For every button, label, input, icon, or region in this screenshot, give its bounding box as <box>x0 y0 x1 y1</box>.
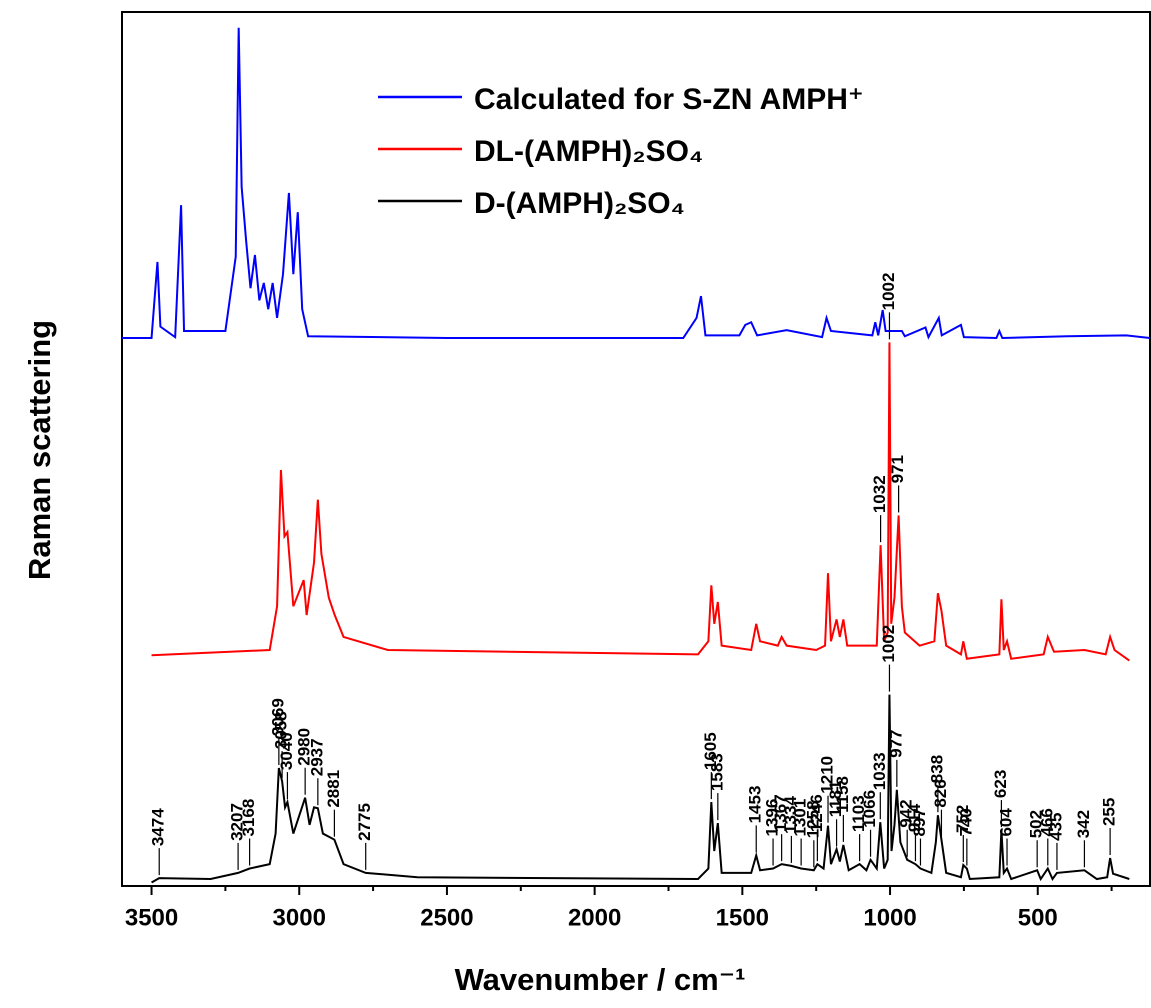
peak-label: 1367 <box>771 794 790 832</box>
spectrum-line <box>122 27 1151 340</box>
peak-label: 752 <box>953 805 972 833</box>
peak-label: 1002 <box>879 625 898 663</box>
peak-label: 3040 <box>277 732 296 770</box>
peak-label: 942 <box>897 799 916 827</box>
peak-label: 342 <box>1074 810 1093 838</box>
x-tick-label: 1500 <box>716 904 769 931</box>
x-tick-label: 1000 <box>863 904 916 931</box>
peak-label: 1066 <box>860 790 879 828</box>
peak-label: 1301 <box>791 799 810 837</box>
spectrum-line <box>151 694 1130 884</box>
peak-label: 1032 <box>870 475 889 513</box>
legend-label: DL-(AMPH)₂SO₄ <box>474 135 703 168</box>
peak-label: 604 <box>997 808 1016 837</box>
x-tick-label: 3000 <box>273 904 326 931</box>
peak-label: 3058 <box>272 711 291 749</box>
peak-label: 838 <box>927 755 946 783</box>
peak-label: 897 <box>910 808 929 836</box>
legend-label: D-(AMPH)₂SO₄ <box>474 187 685 220</box>
peak-label: 1002 <box>879 273 898 311</box>
peak-label: 1210 <box>817 756 836 794</box>
peak-label: 435 <box>1046 813 1065 841</box>
peak-label: 255 <box>1100 798 1119 826</box>
peak-label: 1605 <box>701 732 720 770</box>
peak-label: 502 <box>1027 810 1046 838</box>
x-tick-label: 500 <box>1018 904 1058 931</box>
peak-label: 1246 <box>807 794 826 832</box>
peak-label: 1158 <box>833 776 852 813</box>
peak-label: 3168 <box>239 799 258 837</box>
legend-label: Calculated for S-ZN AMPH⁺ <box>474 83 864 116</box>
x-axis-label: Wavenumber / cm⁻¹ <box>455 962 746 997</box>
peak-label: 3069 <box>268 698 287 736</box>
peak-label: 2775 <box>355 803 374 841</box>
y-axis-label: Raman scattering <box>22 320 57 580</box>
peak-label: 1033 <box>870 752 889 790</box>
peak-label: 1103 <box>849 795 868 832</box>
peak-label: 2937 <box>307 738 326 776</box>
x-tick-label: 3500 <box>125 904 178 931</box>
x-tick-label: 2000 <box>568 904 621 931</box>
peak-label: 1583 <box>707 753 726 791</box>
peak-label: 826 <box>931 779 950 807</box>
peak-label: 740 <box>956 808 975 836</box>
peak-label: 971 <box>888 455 907 483</box>
spectrum-line <box>151 342 1130 662</box>
plot-frame <box>121 11 1151 887</box>
x-tick-label: 2500 <box>420 904 473 931</box>
peak-label: 466 <box>1037 808 1056 836</box>
peak-label: 977 <box>886 729 905 757</box>
peak-label: 3474 <box>149 808 168 846</box>
peak-label: 1334 <box>781 796 800 834</box>
peak-label: 1396 <box>763 799 782 837</box>
peak-label: 3207 <box>228 803 247 841</box>
peak-label: 1453 <box>746 786 765 824</box>
peak-label: 1181 <box>826 780 845 817</box>
peak-label: 623 <box>991 770 1010 798</box>
peak-label: 2980 <box>295 728 314 766</box>
peak-label: 1258 <box>803 800 822 838</box>
peak-label: 2881 <box>324 770 343 808</box>
peak-label: 914 <box>905 803 924 832</box>
